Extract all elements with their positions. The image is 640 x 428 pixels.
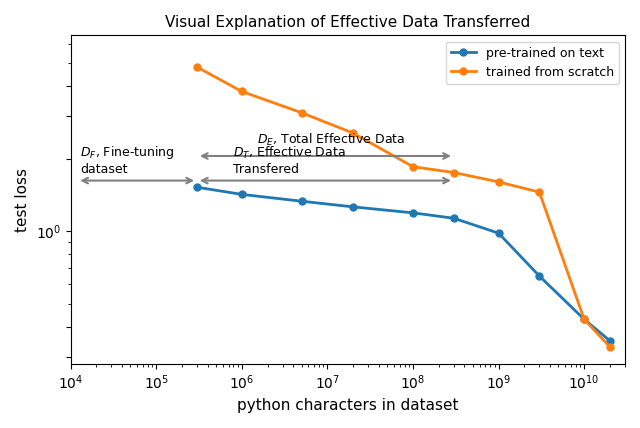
pre-trained on text — [349, 204, 357, 209]
Line: trained from scratch: trained from scratch — [193, 64, 613, 351]
pre-trained on text — [536, 273, 543, 279]
trained from scratch — [409, 164, 417, 169]
trained from scratch — [238, 89, 246, 94]
Y-axis label: test loss: test loss — [15, 168, 30, 232]
Text: $D_T$, Effective Data
Transfered: $D_T$, Effective Data Transfered — [234, 146, 346, 176]
X-axis label: python characters in dataset: python characters in dataset — [237, 398, 458, 413]
Title: Visual Explanation of Effective Data Transferred: Visual Explanation of Effective Data Tra… — [165, 15, 531, 30]
Line: pre-trained on text: pre-trained on text — [193, 184, 613, 344]
pre-trained on text — [409, 210, 417, 215]
trained from scratch — [495, 179, 502, 184]
pre-trained on text — [495, 231, 502, 236]
pre-trained on text — [238, 192, 246, 197]
pre-trained on text — [606, 338, 614, 343]
Legend: pre-trained on text, trained from scratch: pre-trained on text, trained from scratc… — [445, 42, 619, 84]
Text: $D_F$, Fine-tuning
dataset: $D_F$, Fine-tuning dataset — [81, 145, 175, 176]
trained from scratch — [193, 65, 201, 70]
pre-trained on text — [298, 199, 305, 204]
pre-trained on text — [580, 317, 588, 322]
trained from scratch — [349, 131, 357, 136]
trained from scratch — [298, 110, 305, 115]
trained from scratch — [536, 190, 543, 195]
trained from scratch — [450, 170, 458, 175]
trained from scratch — [606, 345, 614, 350]
trained from scratch — [580, 317, 588, 322]
pre-trained on text — [193, 185, 201, 190]
Text: $D_E$, Total Effective Data: $D_E$, Total Effective Data — [257, 132, 405, 148]
pre-trained on text — [450, 216, 458, 221]
